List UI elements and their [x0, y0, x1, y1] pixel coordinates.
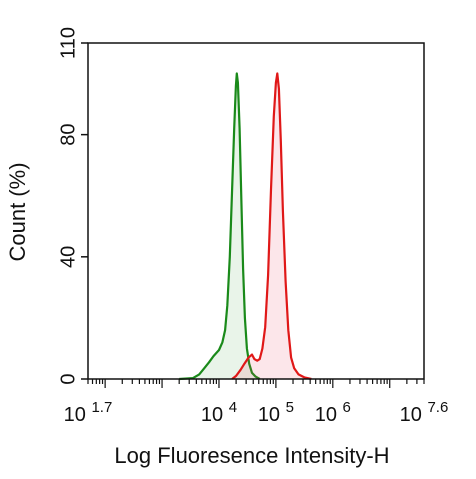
y-axis-title: Count (%) — [5, 162, 30, 261]
x-axis-title: Log Fluoresence Intensity-H — [114, 443, 389, 468]
series-2-line — [231, 72, 312, 381]
y-tick-label: 40 — [57, 246, 79, 268]
y-tick-label: 0 — [57, 373, 79, 384]
x-tick-label: 10 1.7 — [64, 399, 113, 426]
x-tick-label: 10 7.6 — [400, 399, 449, 426]
y-tick-label: 80 — [57, 124, 79, 146]
series-2-area — [232, 73, 312, 379]
x-tick-label: 10 5 — [258, 399, 294, 426]
x-tick-label: 10 6 — [315, 399, 351, 426]
series-layer — [179, 72, 312, 381]
series-1-line — [179, 72, 261, 381]
tick-layer: 0 40 80 110 10 1.7 10 4 10 5 10 6 10 7.6 — [57, 27, 448, 426]
y-tick-label: 110 — [57, 27, 79, 59]
series-1-area — [179, 73, 260, 379]
plot-frame — [87, 42, 425, 380]
x-tick-label: 10 4 — [201, 399, 237, 426]
